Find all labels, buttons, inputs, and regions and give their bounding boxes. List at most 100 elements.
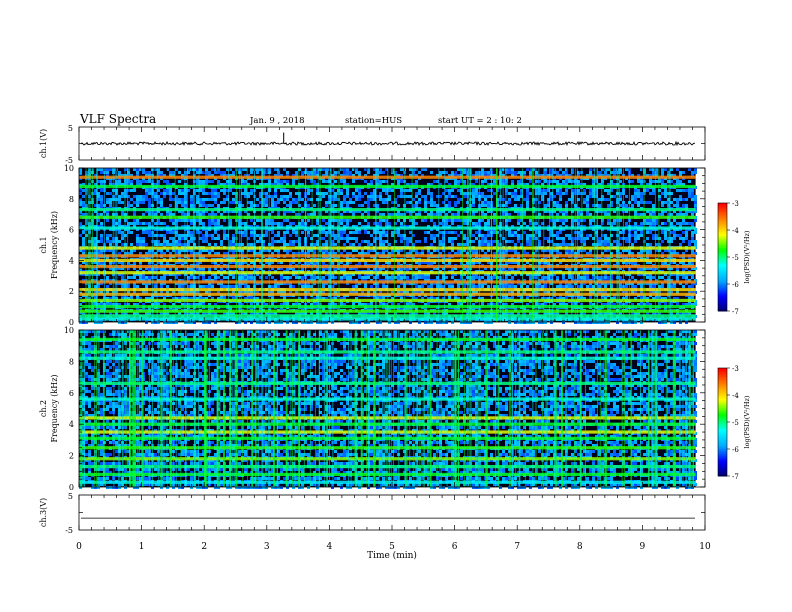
spectrogram-cell <box>508 312 511 315</box>
spectrogram-cell <box>346 210 349 213</box>
spectrogram-cell <box>121 249 124 252</box>
spectrogram-cell <box>148 204 151 207</box>
spectrogram-cell <box>163 189 166 192</box>
spectrogram-cell <box>337 210 340 213</box>
spectrogram-cell <box>484 321 487 324</box>
spectrogram-cell <box>415 252 418 255</box>
spectrogram-cell <box>241 291 244 294</box>
spectrogram-cell <box>106 192 109 195</box>
spectrogram-cell <box>517 198 520 201</box>
spectrogram-cell <box>187 210 190 213</box>
spectrogram-cell <box>214 195 217 198</box>
spectrogram-cell <box>565 204 568 207</box>
spectrogram-cell <box>541 183 544 186</box>
spectrogram-cell <box>292 285 295 288</box>
spectrogram-cell <box>538 192 541 195</box>
spectrogram-cell <box>559 174 562 177</box>
spectrogram-cell <box>244 189 247 192</box>
spectrogram-cell <box>127 204 130 207</box>
spectrogram-cell <box>547 180 550 183</box>
spectrogram-cell <box>445 171 448 174</box>
spectrogram-cell <box>562 210 565 213</box>
spectrogram-cell <box>202 240 205 243</box>
spectrogram-cell <box>133 285 136 288</box>
spectrogram-cell <box>118 303 121 306</box>
spectrogram-cell <box>97 303 100 306</box>
spectrogram-cell <box>256 303 259 306</box>
spectrogram-cell <box>331 234 334 237</box>
spectrogram-cell <box>121 297 124 300</box>
spectrogram-cell <box>229 183 232 186</box>
spectrogram-cell <box>307 213 310 216</box>
spectrogram-cell <box>388 261 391 264</box>
spectrogram-cell <box>376 231 379 234</box>
spectrogram-cell <box>211 285 214 288</box>
spectrogram-cell <box>445 321 448 324</box>
spectrogram-cell <box>427 297 430 300</box>
spectrogram-cell <box>97 261 100 264</box>
spectrogram-cell <box>250 321 253 324</box>
spectrogram-cell <box>142 303 145 306</box>
spectrogram-cell <box>127 201 130 204</box>
spectrogram-cell <box>166 189 169 192</box>
spectrogram-cell <box>457 303 460 306</box>
spectrogram-cell <box>292 261 295 264</box>
spectrogram-cell <box>181 210 184 213</box>
spectrogram-cell <box>457 252 460 255</box>
spectrogram-cell <box>529 168 532 171</box>
spectrogram-cell <box>448 195 451 198</box>
spectrogram-cell <box>592 195 595 198</box>
spectrogram-cell <box>133 249 136 252</box>
spectrogram-cell <box>166 240 169 243</box>
spectrogram-cell <box>484 198 487 201</box>
spectrogram-cell <box>109 180 112 183</box>
spectrogram-cell <box>127 267 130 270</box>
spectrogram-cell <box>202 213 205 216</box>
spectrogram-cell <box>352 192 355 195</box>
spectrogram-cell <box>232 252 235 255</box>
spectrogram-cell <box>121 231 124 234</box>
spectrogram-cell <box>109 204 112 207</box>
spectrogram-cell <box>466 321 469 324</box>
spectrogram-cell <box>250 267 253 270</box>
spectrogram-cell <box>457 234 460 237</box>
spectrogram-cell <box>169 189 172 192</box>
spectrogram-cell <box>541 297 544 300</box>
spectrogram-cell <box>511 192 514 195</box>
spectrogram-cell <box>211 222 214 225</box>
spectrogram-cell <box>421 276 424 279</box>
spectrogram-cell <box>262 249 265 252</box>
spectrogram-cell <box>97 219 100 222</box>
spectrogram-cell <box>451 321 454 324</box>
spectrogram-cell <box>130 252 133 255</box>
spectrogram-cell <box>214 171 217 174</box>
spectrogram-cell <box>271 201 274 204</box>
spectrogram-cell <box>277 213 280 216</box>
spectrogram-cell <box>226 276 229 279</box>
spectrogram-cell <box>355 267 358 270</box>
spectrogram-cell <box>169 174 172 177</box>
spectrogram-cell <box>307 219 310 222</box>
spectrogram-cell <box>178 273 181 276</box>
spectrogram-cell <box>331 321 334 324</box>
spectrogram-cell <box>418 189 421 192</box>
spectrogram-cell <box>82 201 85 204</box>
spectrogram-cell <box>190 297 193 300</box>
spectrogram-cell <box>472 174 475 177</box>
spectrogram-cell <box>565 189 568 192</box>
spectrogram-cell <box>169 237 172 240</box>
spectrogram-cell <box>340 276 343 279</box>
spectrogram-cell <box>367 249 370 252</box>
spectrogram-cell <box>544 237 547 240</box>
spectrogram-cell <box>343 183 346 186</box>
spectrogram-cell <box>451 213 454 216</box>
spectrogram-cell <box>379 219 382 222</box>
spectrogram-cell <box>460 276 463 279</box>
spectrogram-cell <box>79 201 82 204</box>
spectrogram-cell <box>265 261 268 264</box>
spectrogram-cell <box>325 267 328 270</box>
spectrogram-cell <box>352 213 355 216</box>
spectrogram-cell <box>136 198 139 201</box>
spectrogram-cell <box>82 273 85 276</box>
spectrogram-cell <box>487 219 490 222</box>
